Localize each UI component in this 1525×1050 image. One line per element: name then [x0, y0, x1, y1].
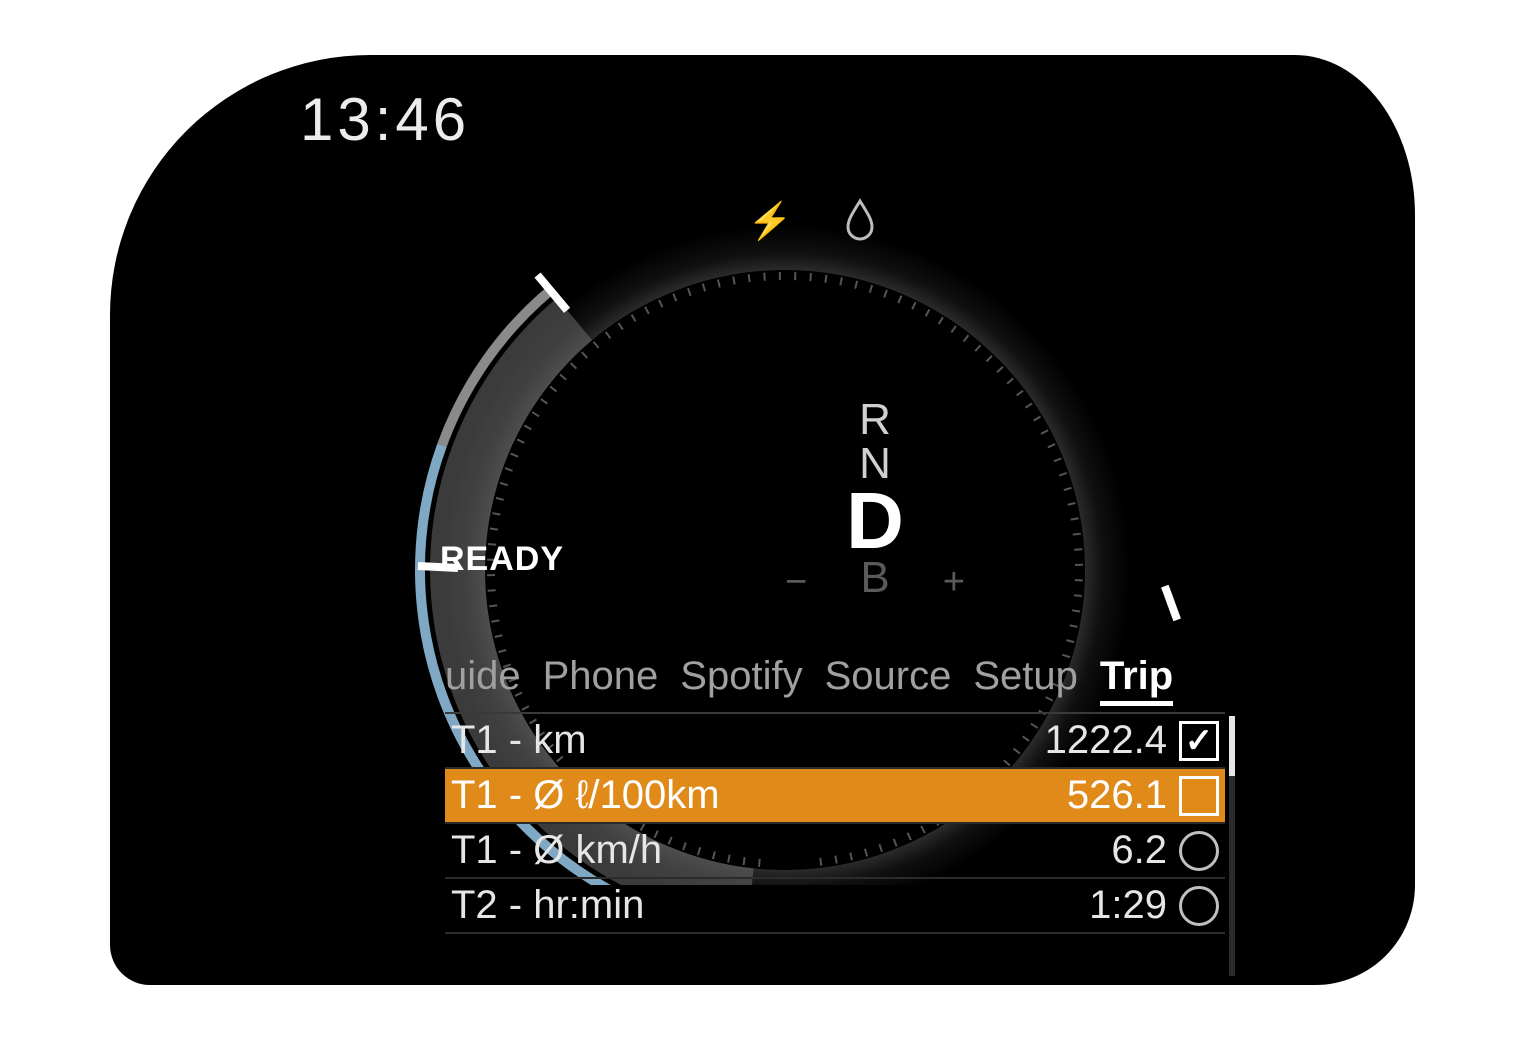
tab-setup[interactable]: Setup: [973, 654, 1078, 706]
row-label: T1 - km: [451, 718, 1045, 763]
trip-row-t1-l100km[interactable]: T1 - Ø ℓ/100km 526.1: [445, 769, 1225, 824]
tab-spotify[interactable]: Spotify: [680, 654, 802, 706]
row-label: T1 - Ø km/h: [451, 828, 1111, 873]
gear-b: − B +: [815, 553, 935, 603]
scrollbar-thumb[interactable]: [1229, 716, 1235, 776]
gear-b-minus: −: [785, 561, 807, 604]
row-label: T2 - hr:min: [451, 883, 1089, 928]
instrument-cluster-frame: 13:46: [110, 55, 1415, 985]
radio-icon[interactable]: [1179, 886, 1219, 926]
tab-phone[interactable]: Phone: [543, 654, 659, 706]
checkbox-checked-icon[interactable]: [1179, 721, 1219, 761]
gear-indicator: R N D − B +: [815, 395, 935, 603]
trip-row-t1-km[interactable]: T1 - km 1222.4: [445, 714, 1225, 769]
ready-status: READY: [440, 540, 564, 579]
menu-scrollbar[interactable]: [1229, 716, 1235, 976]
row-value: 526.1: [1067, 773, 1167, 818]
row-value: 6.2: [1111, 828, 1167, 873]
menu-tabs: uide Phone Spotify Source Setup Trip: [445, 650, 1225, 714]
tab-guide[interactable]: uide: [445, 654, 521, 706]
tab-trip[interactable]: Trip: [1100, 654, 1173, 706]
gear-b-plus: +: [943, 561, 965, 604]
checkbox-icon[interactable]: [1179, 776, 1219, 816]
lightning-icon: ⚡: [748, 200, 793, 242]
radio-icon[interactable]: [1179, 831, 1219, 871]
row-label: T1 - Ø ℓ/100km: [451, 773, 1067, 818]
row-value: 1222.4: [1045, 718, 1167, 763]
gear-r: R: [815, 395, 935, 445]
tab-source[interactable]: Source: [825, 654, 952, 706]
trip-menu: uide Phone Spotify Source Setup Trip T1 …: [445, 650, 1225, 934]
trip-row-t2-hrmin[interactable]: T2 - hr:min 1:29: [445, 879, 1225, 934]
trip-rows: T1 - km 1222.4 T1 - Ø ℓ/100km 526.1 T1 -…: [445, 714, 1225, 934]
gear-d-selected: D: [815, 485, 935, 557]
row-value: 1:29: [1089, 883, 1167, 928]
trip-row-t1-kmh[interactable]: T1 - Ø km/h 6.2: [445, 824, 1225, 879]
